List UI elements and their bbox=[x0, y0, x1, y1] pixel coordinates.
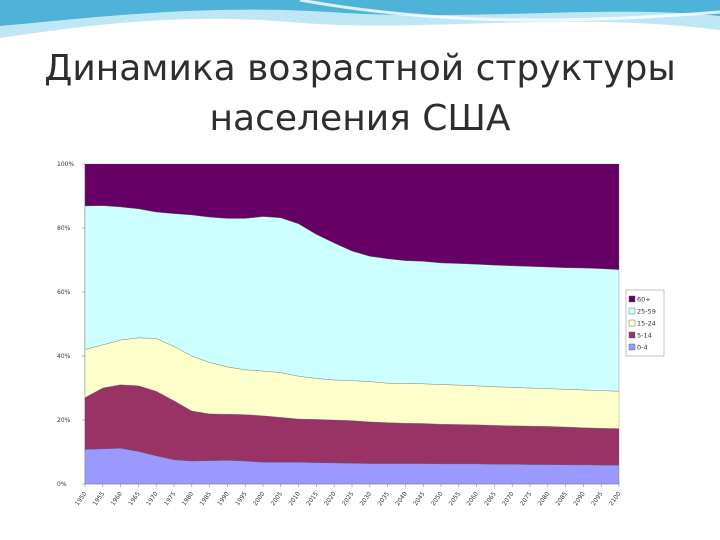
legend: 60+ 25-59 15-24 5-14 0-4 bbox=[625, 289, 665, 357]
y-tick-label: 0% bbox=[57, 481, 67, 488]
legend-label: 0-4 bbox=[637, 344, 648, 352]
x-tick-label: 2100 bbox=[608, 490, 623, 507]
legend-label: 25-59 bbox=[637, 308, 656, 316]
x-tick-label: 2040 bbox=[394, 490, 409, 507]
legend-label: 15-24 bbox=[637, 320, 656, 328]
x-tick-label: 1975 bbox=[163, 490, 178, 507]
x-tick-label: 2010 bbox=[288, 490, 303, 507]
x-tick-label: 1990 bbox=[216, 490, 231, 507]
y-tick-label: 80% bbox=[57, 225, 71, 232]
x-tick-label: 2090 bbox=[572, 490, 587, 507]
slide-title-line-1: Динамика возрастной структуры bbox=[44, 48, 676, 89]
x-tick-label: 1985 bbox=[199, 490, 214, 507]
legend-label: 5-14 bbox=[637, 332, 652, 340]
x-axis: 1950 1955 1960 1965 1970 1975 1980 1985 1990 1995… bbox=[74, 483, 623, 507]
x-tick-label: 2035 bbox=[377, 490, 392, 507]
x-tick-label: 1955 bbox=[92, 490, 107, 507]
swoosh-white-stroke bbox=[299, 0, 720, 22]
area-series-group bbox=[84, 163, 620, 485]
x-tick-label: 2045 bbox=[412, 490, 427, 507]
legend-label: 60+ bbox=[637, 296, 651, 304]
x-tick-label: 2025 bbox=[341, 490, 356, 507]
x-tick-label: 1960 bbox=[110, 490, 125, 507]
stacked-area-chart: 0%20%40%60%80%100% 1950 1955 1960 1965 1970 1… bbox=[57, 161, 665, 507]
slide-title: Динамика возрастной структуры населения … bbox=[0, 44, 720, 144]
x-tick-label: 1970 bbox=[145, 490, 160, 507]
x-tick-label: 2075 bbox=[519, 490, 534, 507]
x-tick-label: 2020 bbox=[323, 490, 338, 507]
x-tick-label: 1980 bbox=[181, 490, 196, 507]
y-tick-label: 100% bbox=[57, 161, 74, 168]
legend-swatch bbox=[628, 343, 636, 351]
chart-panel: 0% 20% 40% 60% 80% 100% 1950 1955 1960 1965 1970 1… bbox=[30, 155, 690, 525]
x-tick-label: 2005 bbox=[270, 490, 285, 507]
x-tick-label: 2085 bbox=[555, 490, 570, 507]
x-tick-label: 2015 bbox=[305, 490, 320, 507]
x-tick-label: 1965 bbox=[127, 490, 142, 507]
x-tick-label: 1950 bbox=[74, 490, 89, 507]
y-axis: 0% 20% 40% 60% 80% 100% bbox=[57, 161, 86, 488]
header-swoosh-decoration bbox=[0, 0, 720, 38]
y-tick-label: 20% bbox=[57, 417, 71, 424]
legend-swatch bbox=[628, 319, 636, 327]
swoosh-dark-band bbox=[0, 0, 720, 26]
y-tick-label: 60% bbox=[57, 289, 71, 296]
x-tick-label: 1995 bbox=[234, 490, 249, 507]
legend-swatch bbox=[628, 331, 636, 339]
slide-title-line-2: населения США bbox=[209, 98, 511, 139]
x-tick-label: 2070 bbox=[501, 490, 516, 507]
x-tick-label: 2055 bbox=[448, 490, 463, 507]
legend-swatch bbox=[628, 307, 636, 315]
x-tick-label: 2030 bbox=[359, 490, 374, 507]
x-tick-label: 2000 bbox=[252, 490, 267, 507]
x-tick-label: 2060 bbox=[466, 490, 481, 507]
x-tick-label: 2050 bbox=[430, 490, 445, 507]
x-tick-label: 2095 bbox=[590, 490, 605, 507]
x-tick-label: 2065 bbox=[483, 490, 498, 507]
legend-swatch bbox=[628, 295, 636, 303]
x-tick-label: 2080 bbox=[537, 490, 552, 507]
area-series-60- bbox=[84, 163, 620, 270]
y-tick-label: 40% bbox=[57, 353, 71, 360]
